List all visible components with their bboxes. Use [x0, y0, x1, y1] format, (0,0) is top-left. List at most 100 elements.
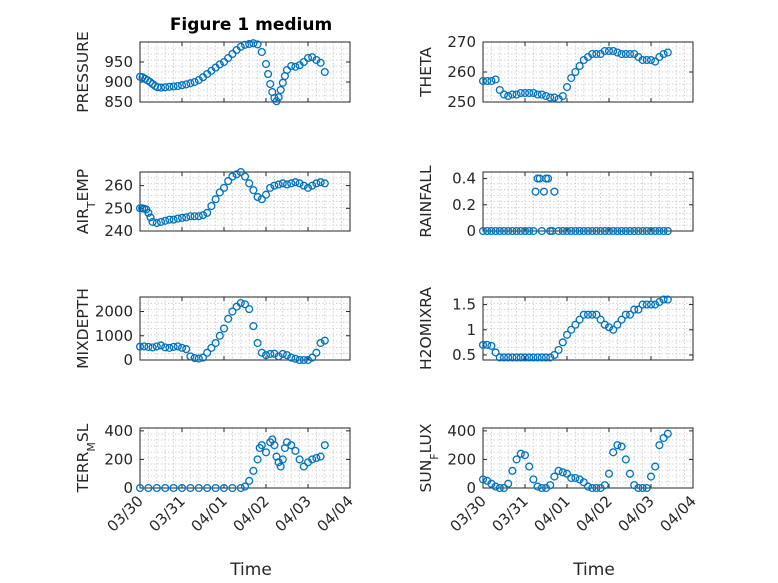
data-point — [478, 226, 488, 236]
data-point — [571, 67, 580, 77]
data-point — [508, 226, 517, 236]
data-point — [525, 88, 534, 98]
data-point — [299, 462, 308, 471]
data-point — [165, 215, 174, 224]
data-point — [245, 476, 254, 485]
data-point — [148, 343, 157, 352]
data-point — [554, 345, 563, 354]
data-point — [215, 60, 224, 69]
data-point — [278, 349, 287, 358]
data-point — [245, 305, 254, 314]
data-point — [276, 85, 285, 95]
data-point — [316, 58, 325, 67]
data-point — [546, 93, 555, 102]
data-point — [173, 214, 182, 223]
data-point — [516, 88, 525, 98]
data-point — [659, 49, 668, 59]
data-point — [579, 478, 588, 487]
data-point — [165, 82, 174, 91]
y-tick-label: 260 — [104, 177, 133, 195]
data-point — [198, 211, 208, 220]
data-point — [266, 79, 275, 89]
data-point — [152, 219, 161, 228]
plot-theta: 250 260 270 THETA — [417, 33, 694, 111]
data-point — [177, 343, 187, 352]
data-point — [203, 483, 212, 493]
data-point — [249, 466, 258, 475]
data-point — [621, 49, 630, 59]
data-point — [249, 322, 258, 331]
data-point — [499, 90, 509, 99]
data-point — [651, 226, 660, 236]
data-point — [291, 62, 300, 71]
data-point — [207, 343, 216, 352]
data-point — [182, 345, 191, 354]
data-point — [320, 67, 329, 77]
data-point — [228, 483, 237, 493]
data-point — [499, 483, 509, 493]
data-point — [190, 354, 199, 363]
y-tick-label: 1 — [466, 321, 476, 339]
data-point — [495, 353, 504, 362]
data-point — [558, 226, 567, 236]
data-point — [257, 195, 266, 204]
data-point — [240, 40, 250, 49]
data-point — [291, 354, 300, 363]
data-point — [295, 455, 304, 464]
data-point — [274, 93, 283, 102]
data-point — [169, 483, 178, 493]
data-point — [520, 353, 530, 362]
data-point — [257, 441, 266, 450]
data-point — [613, 441, 622, 450]
data-point — [592, 49, 601, 59]
y-axis-label: H2OMIXRA — [417, 287, 435, 370]
data-point — [604, 46, 614, 56]
data-point — [312, 179, 321, 188]
figure-title: Figure 1 medium — [170, 15, 332, 35]
data-point — [240, 172, 250, 181]
data-point — [240, 300, 250, 309]
data-point — [483, 226, 492, 236]
data-point — [198, 353, 208, 362]
data-point — [207, 201, 216, 211]
data-point — [642, 226, 651, 236]
data-point — [186, 483, 195, 493]
data-point — [520, 88, 530, 98]
data-point — [600, 320, 609, 329]
data-point — [320, 336, 329, 345]
data-point — [228, 307, 237, 316]
data-point — [316, 452, 325, 461]
data-point — [287, 353, 296, 362]
data-point — [177, 483, 187, 493]
data-point — [550, 187, 559, 196]
data-point — [588, 483, 597, 493]
data-point — [140, 342, 149, 351]
data-point — [659, 433, 668, 443]
data-point — [558, 468, 567, 477]
data-point — [575, 315, 584, 324]
data-point — [655, 297, 664, 307]
data-point — [282, 65, 292, 75]
data-point — [512, 90, 521, 99]
data-point — [215, 188, 224, 197]
data-point — [554, 226, 563, 236]
data-point — [588, 49, 597, 59]
data-point — [320, 179, 329, 188]
y-axis-label: TERRMSL — [74, 423, 98, 493]
data-point — [596, 226, 605, 236]
data-point — [539, 187, 548, 196]
y-tick-label: 250 — [104, 199, 133, 217]
data-point — [604, 323, 614, 332]
data-point — [228, 49, 237, 59]
data-point — [186, 212, 195, 221]
y-tick-label: 260 — [447, 63, 476, 81]
data-point — [642, 300, 651, 309]
axes-box — [139, 296, 351, 361]
data-point — [161, 216, 170, 225]
data-point — [173, 342, 182, 351]
data-point — [546, 481, 555, 490]
data-point — [173, 81, 182, 91]
data-point — [495, 226, 504, 236]
